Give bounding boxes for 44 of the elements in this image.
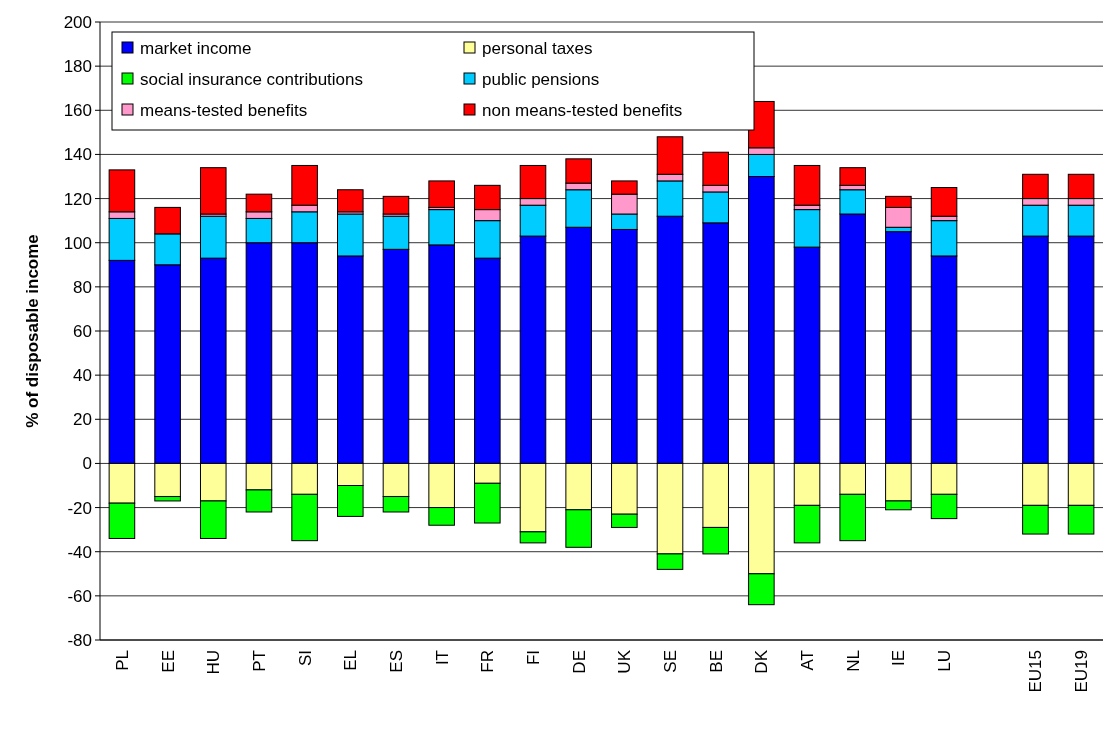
y-tick-label: 140 — [63, 145, 92, 165]
x-tick-label: DE — [569, 650, 589, 674]
x-tick-label: IT — [432, 650, 452, 666]
legend-label: means-tested benefits — [140, 100, 308, 120]
x-tick-label: EE — [158, 650, 178, 673]
y-tick-label: -60 — [67, 586, 92, 606]
y-tick-label: -40 — [67, 542, 92, 562]
legend-label: public pensions — [482, 69, 600, 89]
x-tick-label: PT — [249, 650, 269, 672]
x-tick-label: UK — [615, 649, 635, 674]
x-tick-label: NL — [843, 650, 863, 672]
legend-label: non means-tested benefits — [482, 100, 683, 120]
x-tick-label: IE — [889, 650, 909, 667]
y-tick-label: 120 — [63, 189, 92, 209]
x-tick-label: HU — [204, 650, 224, 675]
y-tick-label: 200 — [63, 12, 92, 32]
legend-label: market income — [140, 38, 252, 58]
y-tick-label: 0 — [82, 454, 92, 474]
x-tick-label: FI — [523, 650, 543, 666]
y-tick-label: -20 — [67, 498, 92, 518]
x-tick-label: SE — [660, 650, 680, 673]
y-axis-title: % of disposable income — [23, 234, 42, 428]
x-tick-label: DK — [752, 649, 772, 674]
y-tick-label: -80 — [67, 630, 92, 650]
legend-label: personal taxes — [482, 38, 593, 58]
y-tick-label: 80 — [73, 277, 92, 297]
x-tick-label: AT — [797, 650, 817, 671]
y-tick-label: 160 — [63, 101, 92, 121]
x-tick-label: LU — [935, 650, 954, 672]
x-tick-label: FR — [478, 650, 498, 673]
x-tick-label: ES — [386, 650, 406, 673]
y-tick-label: 20 — [73, 410, 92, 430]
x-tick-label: EU15 — [1026, 650, 1046, 693]
y-tick-label: 180 — [63, 57, 92, 77]
x-tick-label: PL — [112, 650, 132, 671]
x-tick-label: SI — [295, 650, 315, 667]
x-tick-label: EL — [341, 650, 361, 671]
y-tick-label: 60 — [73, 321, 92, 341]
x-tick-label: EU19 — [1072, 650, 1092, 693]
x-tick-label: BE — [706, 650, 726, 673]
y-tick-label: 40 — [73, 366, 92, 386]
legend-label: social insurance contributions — [140, 69, 364, 89]
y-tick-label: 100 — [63, 233, 92, 253]
bar — [839, 167, 866, 186]
